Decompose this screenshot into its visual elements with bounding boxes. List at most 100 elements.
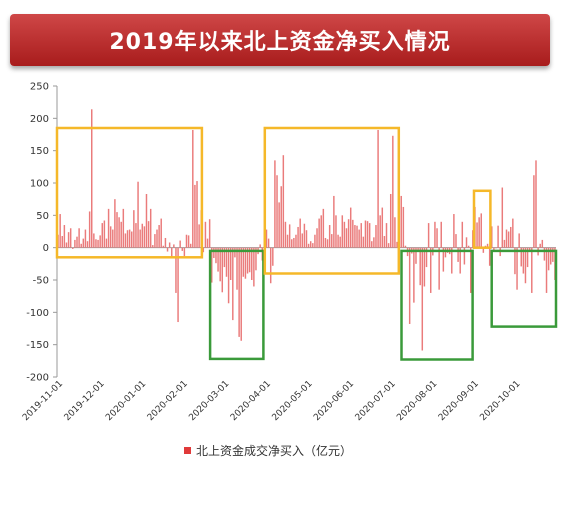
bar xyxy=(143,226,146,248)
highlight-box xyxy=(208,249,265,361)
bar xyxy=(349,207,352,248)
bar xyxy=(429,247,432,293)
bar xyxy=(122,208,125,248)
bar xyxy=(413,247,415,303)
highlight-box xyxy=(263,126,401,275)
bar xyxy=(59,214,61,248)
bar xyxy=(381,207,384,248)
bar xyxy=(371,241,373,248)
bar xyxy=(204,221,207,248)
bar xyxy=(478,217,480,248)
bar xyxy=(333,195,335,248)
bar xyxy=(307,243,310,248)
bar xyxy=(124,233,127,248)
bar xyxy=(535,160,537,248)
x-tick-label: 2020-07-01 xyxy=(354,379,398,423)
bar xyxy=(158,225,160,248)
bar xyxy=(495,247,497,249)
bar xyxy=(109,226,112,248)
bar xyxy=(293,237,295,248)
x-tick-label: 2020-03-01 xyxy=(187,379,231,423)
y-tick-label: -50 xyxy=(33,276,49,287)
bar xyxy=(103,220,106,248)
bar xyxy=(379,215,381,248)
bar xyxy=(539,243,541,248)
x-tick-label: 2020-04-01 xyxy=(229,379,273,423)
bar xyxy=(147,221,150,248)
bar xyxy=(465,237,468,248)
bar xyxy=(385,223,388,248)
bar xyxy=(389,193,392,248)
bar xyxy=(86,241,89,248)
x-tick-label: 2020-06-01 xyxy=(312,379,356,423)
bar xyxy=(234,247,236,258)
bar xyxy=(168,242,171,248)
y-tick-label: 150 xyxy=(30,146,49,157)
bar xyxy=(550,247,552,265)
x-tick-label: 2019-12-01 xyxy=(63,379,107,423)
bar xyxy=(149,208,152,248)
bar xyxy=(242,247,245,277)
bar xyxy=(269,247,272,284)
bar xyxy=(236,247,238,290)
bar xyxy=(377,129,379,248)
bar xyxy=(396,241,398,248)
bar xyxy=(512,218,514,248)
bar xyxy=(259,244,261,248)
bar xyxy=(185,234,188,248)
bar xyxy=(97,239,99,248)
y-tick-label: -100 xyxy=(26,308,49,319)
bar xyxy=(131,231,133,248)
bar xyxy=(451,247,453,274)
bar xyxy=(459,247,461,274)
highlight-box xyxy=(472,189,492,249)
bar xyxy=(145,193,148,248)
bar xyxy=(61,236,63,248)
x-tick-label: 2020-02-01 xyxy=(146,379,190,423)
bar xyxy=(221,247,224,293)
bar xyxy=(244,247,247,279)
bar xyxy=(181,247,184,251)
bar xyxy=(486,243,489,248)
bar xyxy=(339,236,341,248)
bar xyxy=(95,239,97,248)
x-tick-label: 2019-11-01 xyxy=(21,379,65,423)
bar xyxy=(232,247,234,321)
bar xyxy=(341,215,344,248)
bar xyxy=(503,239,506,248)
bar xyxy=(101,223,103,248)
bar xyxy=(286,234,289,248)
x-tick-label: 2020-10-01 xyxy=(478,379,522,423)
highlight-box xyxy=(490,249,558,328)
bar xyxy=(360,223,362,248)
y-tick-label: 200 xyxy=(30,114,49,125)
bar xyxy=(118,217,120,248)
bar xyxy=(507,231,510,248)
bar xyxy=(436,228,438,248)
bar xyxy=(463,247,466,265)
bar xyxy=(63,225,66,248)
bar xyxy=(320,215,322,248)
bar xyxy=(267,238,270,248)
bar xyxy=(175,247,177,293)
bar xyxy=(440,221,442,248)
bar xyxy=(238,247,240,337)
bar xyxy=(139,229,141,248)
bar xyxy=(467,245,470,248)
bar xyxy=(198,224,200,248)
legend: 北上资金成交净买入（亿元） xyxy=(184,441,352,459)
bar xyxy=(488,247,491,266)
bar xyxy=(510,226,512,248)
bar xyxy=(171,247,173,258)
bar-series xyxy=(57,109,556,351)
bar xyxy=(162,245,165,248)
bar xyxy=(309,241,312,248)
bar xyxy=(497,225,499,248)
bar xyxy=(444,247,447,258)
highlight-box xyxy=(55,126,204,259)
bar xyxy=(74,239,76,248)
bar xyxy=(196,181,198,248)
bar xyxy=(303,223,306,248)
bar xyxy=(305,230,308,248)
bar xyxy=(516,247,518,290)
